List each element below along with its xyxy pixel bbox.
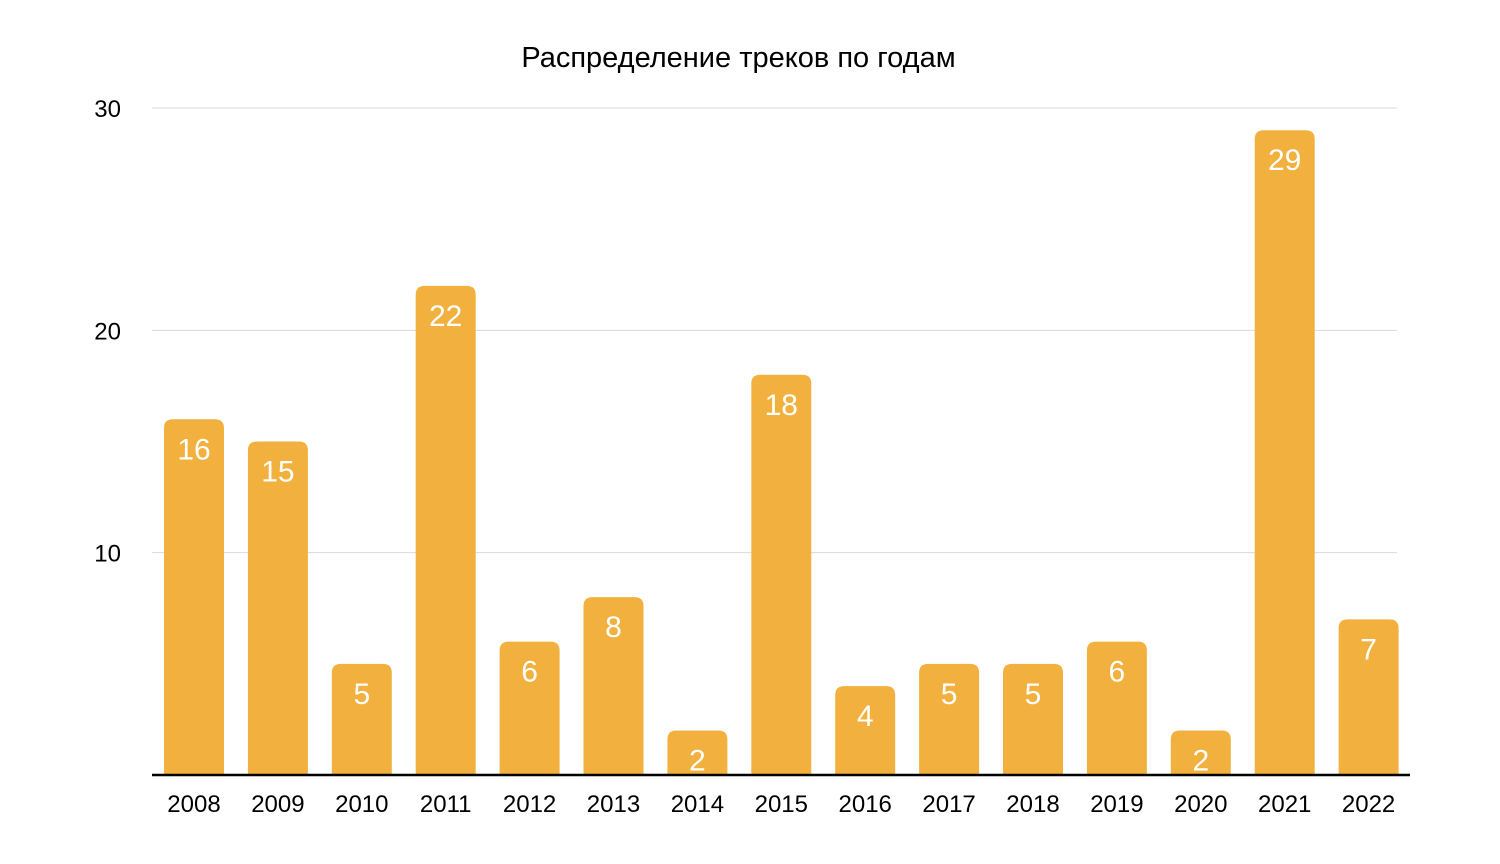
x-tick-label: 2009 — [251, 791, 304, 818]
bar-value-label: 8 — [605, 611, 622, 644]
bar — [667, 730, 728, 775]
bar — [1003, 663, 1063, 775]
bar-value-label: 2 — [1192, 745, 1209, 778]
x-tick-label: 2020 — [1174, 791, 1227, 818]
bars: 16 15 5 22 6 8 2 18 4 5 5 6 2 29 7 — [164, 130, 1399, 778]
bar — [919, 663, 980, 775]
x-tick-label: 2012 — [503, 791, 556, 818]
bar-value-label: 6 — [1109, 656, 1126, 689]
x-tick-label: 2014 — [671, 791, 724, 818]
x-tick-label: 2008 — [167, 791, 220, 818]
y-tick-label: 20 — [94, 318, 121, 345]
bar — [835, 686, 896, 775]
bar — [1338, 619, 1399, 775]
bar-value-label: 5 — [353, 678, 370, 711]
x-axis-ticks: 2008 2009 2010 2011 2012 2013 2014 2015 2016 2017… — [167, 791, 1395, 818]
bar — [331, 663, 392, 775]
x-tick-label: 2016 — [839, 791, 892, 818]
bar — [1086, 641, 1147, 775]
x-tick-label: 2019 — [1090, 791, 1143, 818]
bar — [751, 374, 812, 775]
x-tick-label: 2017 — [922, 791, 975, 818]
bar — [583, 597, 644, 775]
bar-value-label: 4 — [857, 700, 874, 733]
bar — [499, 641, 560, 775]
x-tick-label: 2018 — [1006, 791, 1059, 818]
y-tick-label: 10 — [94, 541, 121, 568]
bar-value-label: 6 — [521, 656, 538, 689]
bar-value-label: 5 — [1025, 678, 1042, 711]
bar-value-label: 5 — [941, 678, 958, 711]
bar — [1170, 730, 1231, 775]
x-tick-label: 2021 — [1258, 791, 1311, 818]
x-tick-label: 2010 — [335, 791, 388, 818]
bar-value-label: 2 — [689, 745, 706, 778]
bar-value-label: 22 — [429, 300, 462, 333]
x-tick-label: 2013 — [587, 791, 640, 818]
bar-value-label: 15 — [261, 456, 294, 489]
bar-value-label: 7 — [1360, 633, 1377, 666]
y-tick-label: 30 — [94, 96, 121, 123]
bar — [1254, 130, 1315, 775]
chart-title: Распределение треков по годам — [521, 42, 956, 74]
x-tick-label: 2015 — [755, 791, 808, 818]
x-tick-label: 2022 — [1342, 791, 1395, 818]
bar — [247, 441, 308, 775]
x-tick-label: 2011 — [420, 791, 472, 818]
bar — [415, 285, 476, 775]
bar-value-label: 16 — [177, 433, 210, 466]
bar-value-label: 29 — [1268, 144, 1301, 177]
bar — [164, 419, 224, 775]
y-axis-ticks: 10 20 30 — [94, 96, 121, 568]
bar-value-label: 18 — [765, 389, 798, 422]
